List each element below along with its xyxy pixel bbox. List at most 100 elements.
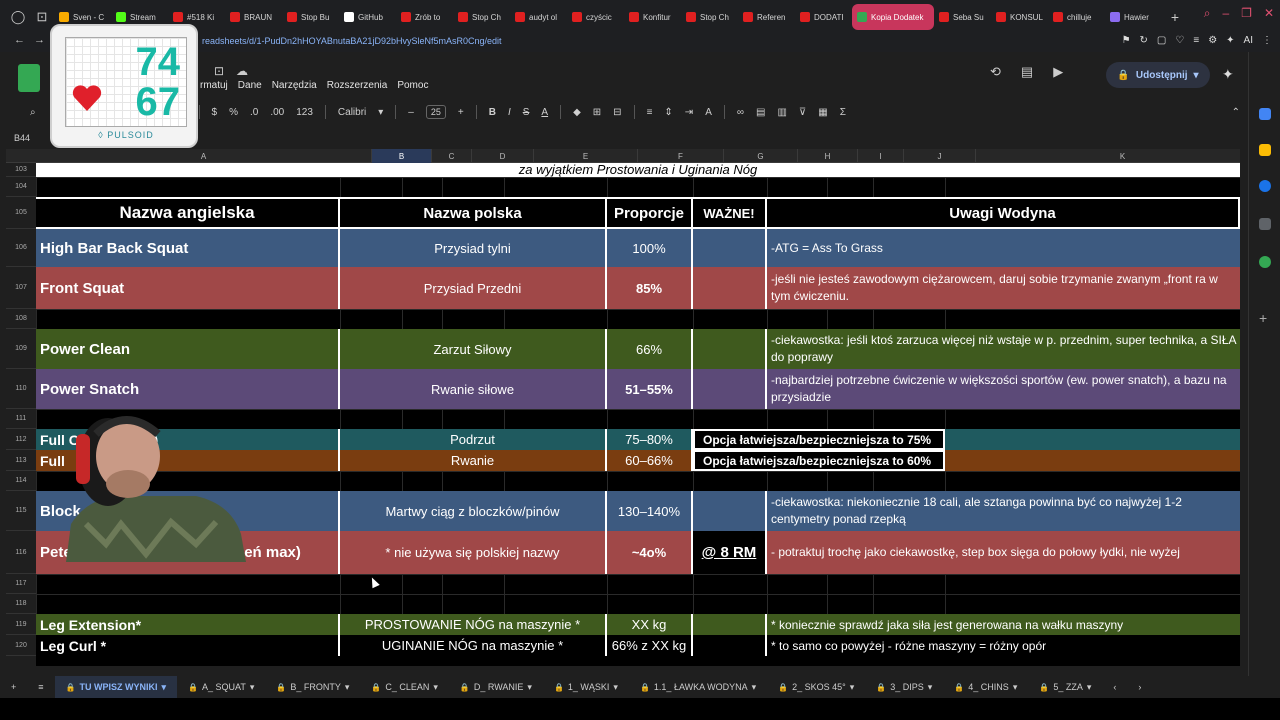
browser-tab[interactable]: czyścic <box>567 4 624 30</box>
reload-icon[interactable]: ↻ <box>1139 35 1148 46</box>
filter-icon[interactable]: ⊽ <box>798 106 807 118</box>
back-icon[interactable]: ← <box>14 34 25 46</box>
browser-tab[interactable]: BRAUN <box>225 4 282 30</box>
row-header[interactable]: 116 <box>6 531 36 574</box>
currency-icon[interactable]: $ <box>211 106 218 118</box>
gemini-icon[interactable]: ✦ <box>1222 66 1234 82</box>
align-icon[interactable]: ≡ <box>646 106 653 118</box>
row-header[interactable]: 105 <box>6 197 36 229</box>
column-header-k[interactable]: K <box>976 149 1270 163</box>
history-icon[interactable]: ⟲ <box>990 64 1001 79</box>
browser-tab[interactable]: Konfitur <box>624 4 681 30</box>
browser-tab[interactable]: chilluje <box>1048 4 1105 30</box>
row-header[interactable]: 110 <box>6 369 36 409</box>
column-header-d[interactable]: D <box>472 149 534 163</box>
font-size-decrease-icon[interactable]: – <box>408 106 414 118</box>
url-field[interactable]: readsheets/d/1-PudDn2hHOYABnutaBA21jD92b… <box>202 36 502 46</box>
menu-icon[interactable]: ≡ <box>1193 35 1200 46</box>
italic-icon[interactable]: I <box>507 106 511 118</box>
row-header[interactable]: 113 <box>6 450 36 471</box>
browser-tab[interactable]: Zrób to <box>396 4 453 30</box>
browser-tab[interactable]: KONSUL <box>991 4 1048 30</box>
bookmark-icon[interactable]: ⚑ <box>1121 35 1131 46</box>
sheet-tab[interactable]: 🔒 B_ FRONTY ▾ <box>265 676 360 698</box>
comment-icon[interactable]: ▤ <box>756 106 766 118</box>
browser-tab[interactable]: Stream <box>111 4 168 30</box>
sheet-tab[interactable]: 🔒 5_ ZZA ▾ <box>1028 676 1102 698</box>
increase-decimal-icon[interactable]: .00 <box>270 106 285 118</box>
sheet-tab[interactable]: 🔒 C_ CLEAN ▾ <box>360 676 449 698</box>
browser-tab[interactable]: audyt ol <box>510 4 567 30</box>
sheet-tab[interactable]: 🔒 3_ DIPS ▾ <box>865 676 943 698</box>
scroll-tabs-right-icon[interactable]: › <box>1138 682 1142 692</box>
sheet-tab[interactable]: 🔒 D_ RWANIE ▾ <box>449 676 543 698</box>
font-size-input[interactable]: 25 <box>425 105 446 119</box>
drive-move-icon[interactable]: ⊡ <box>214 64 225 78</box>
view-icon[interactable]: ▦ <box>818 106 828 118</box>
menu-item[interactable]: Dane <box>237 80 262 91</box>
row-header[interactable]: 103 <box>6 163 36 177</box>
borders-icon[interactable]: ⊞ <box>592 106 602 118</box>
sheet-tab[interactable]: 🔒 2_ SKOS 45° ▾ <box>767 676 865 698</box>
text-color-icon[interactable]: A <box>541 106 549 118</box>
meet-icon[interactable]: ▶ <box>1053 64 1064 79</box>
decrease-decimal-icon[interactable]: .0 <box>249 106 259 118</box>
sheet-tab[interactable]: 🔒 TU WPISZ WYNIKI ▾ <box>54 676 178 698</box>
browser-tab[interactable]: Seba Su <box>934 4 991 30</box>
column-header-f[interactable]: F <box>638 149 724 163</box>
new-tab-icon[interactable]: + <box>1170 9 1180 25</box>
row-header[interactable]: 118 <box>6 594 36 614</box>
sheet-tab[interactable]: 🔒 4_ CHINS ▾ <box>943 676 1028 698</box>
bold-icon[interactable]: B <box>488 106 496 118</box>
add-sheet-icon[interactable]: + <box>11 682 17 692</box>
browser-tab[interactable]: Stop Bu <box>282 4 339 30</box>
menu-item[interactable]: Rozszerzenia <box>326 80 388 91</box>
font-size-increase-icon[interactable]: + <box>457 106 464 118</box>
browser-tab[interactable]: Kopia Dodatek <box>852 4 934 30</box>
column-header-b[interactable]: B <box>372 149 432 163</box>
browser-tab[interactable]: DODATI <box>795 4 852 30</box>
close-icon[interactable]: ✕ <box>1263 6 1274 20</box>
column-header-c[interactable]: C <box>432 149 472 163</box>
strikethrough-icon[interactable]: S <box>522 106 530 118</box>
search-tabs-icon[interactable]: ⌕ <box>1203 6 1211 20</box>
keep-icon[interactable] <box>1259 144 1271 156</box>
add-addon-icon[interactable]: + <box>1259 310 1268 326</box>
column-header-h[interactable]: H <box>798 149 858 163</box>
puzzle-icon[interactable]: ✦ <box>1226 35 1235 46</box>
ai-icon[interactable]: AI <box>1243 35 1253 46</box>
row-header[interactable]: 106 <box>6 229 36 267</box>
font-select[interactable]: Calibri <box>337 106 367 118</box>
row-header[interactable]: 120 <box>6 635 36 656</box>
search-icon[interactable]: ⌕ <box>30 106 36 118</box>
functions-icon[interactable]: Σ <box>839 106 846 118</box>
minimize-icon[interactable]: – <box>1222 6 1230 20</box>
forward-icon[interactable]: → <box>34 34 45 46</box>
sheet-tab[interactable]: 🔒 1_ WĄSKI ▾ <box>543 676 629 698</box>
wrap-icon[interactable]: ⇥ <box>684 106 694 118</box>
scroll-tabs-left-icon[interactable]: ‹ <box>1113 682 1117 692</box>
row-header[interactable]: 114 <box>6 471 36 491</box>
browser-tab[interactable]: Hawier <box>1105 4 1162 30</box>
opera-logo-icon[interactable]: ◯ <box>10 9 26 24</box>
screenshot-icon[interactable]: ▢ <box>1156 35 1167 46</box>
more-icon[interactable]: ⋮ <box>1262 35 1272 46</box>
calendar-icon[interactable] <box>1259 108 1271 120</box>
browser-tab[interactable]: Referen <box>738 4 795 30</box>
browser-tab[interactable]: #518 Ki <box>168 4 225 30</box>
number-format-button[interactable]: 123 <box>296 106 313 118</box>
share-button[interactable]: 🔒 Udostępnij ▾ <box>1106 62 1210 88</box>
tab-search-icon[interactable]: ⊡ <box>36 9 48 24</box>
fill-color-icon[interactable]: ◆ <box>573 106 581 118</box>
menu-item[interactable]: Narzędzia <box>271 80 317 91</box>
cloud-status-icon[interactable]: ☁ <box>236 64 248 78</box>
rotate-icon[interactable]: A <box>705 106 712 118</box>
contacts-icon[interactable] <box>1259 218 1271 230</box>
percent-format-icon[interactable]: % <box>229 106 238 118</box>
row-header[interactable]: 115 <box>6 491 36 531</box>
name-box[interactable]: B44 <box>14 133 31 143</box>
all-sheets-icon[interactable]: ≡ <box>38 682 44 692</box>
sheets-logo-icon[interactable] <box>18 64 40 92</box>
column-header-i[interactable]: I <box>858 149 904 163</box>
column-header-a[interactable]: A <box>36 149 372 163</box>
